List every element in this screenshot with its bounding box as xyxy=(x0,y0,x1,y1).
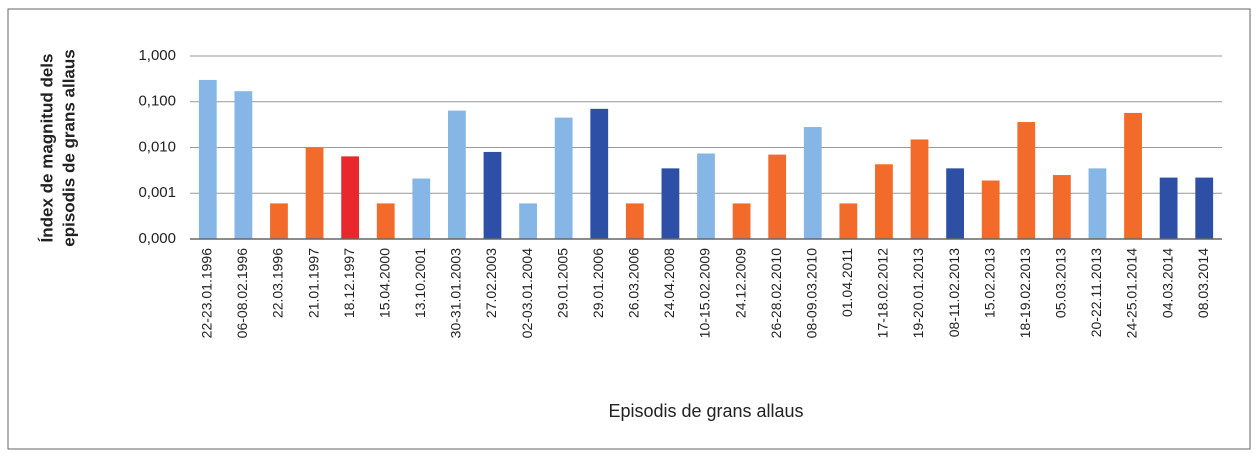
x-tick-label: 30-31.01.2003 xyxy=(448,248,464,339)
bar xyxy=(519,203,537,239)
bar xyxy=(697,153,715,239)
x-tick-label: 22.03.1996 xyxy=(270,248,286,318)
bar xyxy=(305,147,324,239)
bar xyxy=(412,178,431,239)
x-tick-label: 15.04.2000 xyxy=(376,248,392,318)
bar xyxy=(590,108,609,239)
bar xyxy=(946,168,964,239)
y-tick-label: 0,000 xyxy=(138,230,176,247)
x-tick-label: 08-09.03.2010 xyxy=(803,248,819,339)
x-tick-label: 29.01.2006 xyxy=(590,248,606,318)
bar xyxy=(1088,168,1107,239)
bar xyxy=(341,156,360,239)
x-tick-label: 26.03.2006 xyxy=(626,248,642,318)
bar xyxy=(981,180,1000,239)
x-tick-label: 01.04.2011 xyxy=(839,248,855,317)
x-tick-label: 19-20.01.2013 xyxy=(910,248,926,339)
bar xyxy=(198,79,217,240)
x-tick-label: 10-15.02.2009 xyxy=(697,248,713,339)
x-tick-label: 29.01.2005 xyxy=(554,248,570,318)
x-tick-label: 17-18.02.2012 xyxy=(875,248,891,339)
bar xyxy=(234,91,253,239)
x-tick-label: 05.03.2013 xyxy=(1053,248,1069,318)
y-axis-label: episodis de grans allaus xyxy=(59,49,78,246)
bar xyxy=(376,203,395,239)
x-tick-label: 21.01.1997 xyxy=(305,248,321,318)
bar xyxy=(1124,112,1142,239)
x-tick-label: 24.12.2009 xyxy=(732,248,748,318)
x-tick-label: 18.12.1997 xyxy=(341,248,357,318)
bar xyxy=(270,203,288,239)
y-tick-label: 0,100 xyxy=(138,93,176,110)
x-tick-label: 06-08.02.1996 xyxy=(234,248,250,339)
x-tick-label: 02-03.01.2004 xyxy=(519,248,535,339)
bar xyxy=(1195,177,1214,239)
x-tick-label: 26-28.02.2010 xyxy=(768,248,784,339)
bar xyxy=(803,127,822,239)
x-tick-label: 24-25.01.2014 xyxy=(1124,248,1140,339)
bar xyxy=(732,203,751,239)
x-tick-label: 27.02.2003 xyxy=(483,248,499,318)
y-axis-label: Índex de magnitud dels xyxy=(37,54,56,243)
y-tick-label: 1,000 xyxy=(138,47,176,64)
x-tick-label: 15.02.2013 xyxy=(981,248,997,318)
x-tick-label: 04.03.2014 xyxy=(1159,248,1175,318)
bar xyxy=(625,203,644,239)
x-tick-label: 22-23.01.1996 xyxy=(198,248,214,339)
x-tick-label: 08-11.02.2013 xyxy=(946,248,962,337)
bar xyxy=(910,139,929,239)
x-axis-label: Episodis de grans allaus xyxy=(608,401,803,421)
y-tick-label: 0,001 xyxy=(138,184,176,201)
x-tick-label: 08.03.2014 xyxy=(1195,248,1211,318)
bar xyxy=(661,168,680,239)
bar xyxy=(1052,175,1071,239)
bar xyxy=(483,151,502,239)
bar xyxy=(554,117,573,239)
frame xyxy=(7,8,1251,450)
x-tick-label: 13.10.2001 xyxy=(412,248,428,318)
x-tick-label: 20-22.11.2013 xyxy=(1088,248,1104,337)
bar xyxy=(448,110,466,239)
bar xyxy=(839,203,858,239)
bar xyxy=(1159,177,1178,239)
x-tick-label: 24.04.2008 xyxy=(661,248,677,318)
y-tick-label: 0,010 xyxy=(138,138,176,155)
bar xyxy=(768,154,787,239)
bar xyxy=(1017,122,1036,239)
x-tick-label: 18-19.02.2013 xyxy=(1017,248,1033,339)
bar xyxy=(875,164,893,239)
